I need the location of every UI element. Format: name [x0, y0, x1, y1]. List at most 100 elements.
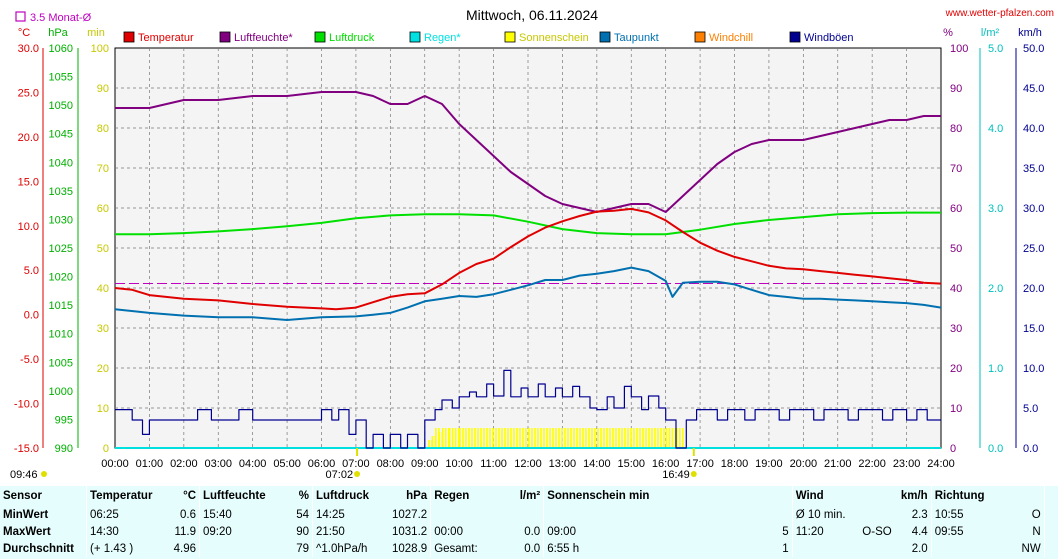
x-tick-label: 24:00	[927, 458, 955, 470]
sunshine-bar	[630, 428, 632, 448]
pressure-tick-label: 1025	[49, 243, 73, 255]
sunshine-bar	[486, 428, 488, 448]
sunshine-bar	[663, 428, 665, 448]
sunshine-tick-label: 50	[97, 243, 109, 255]
humidity-series-line	[115, 91, 941, 213]
rain-tick-label: 5.0	[988, 43, 1003, 55]
sunshine-bar	[495, 428, 497, 448]
sunshine-bar	[633, 428, 635, 448]
rain-tick-label: 0.0	[988, 443, 1003, 455]
temperature-tick-label: 10.0	[18, 221, 39, 233]
sunshine-bar	[448, 428, 451, 448]
unit-pressure: hPa	[48, 27, 68, 39]
legend-swatch	[599, 31, 611, 43]
hdr-rain: Regen	[430, 486, 508, 506]
x-tick-label: 19:00	[755, 458, 783, 470]
weather-chart: 30.0 25.0 20.0 15.0 10.0 5.0 0.0 -5.0 -10.0 -15.0…	[10, 7, 1054, 481]
sunshine-bar	[474, 428, 476, 448]
pressure-tick-label: 990	[55, 443, 73, 455]
cell-hum-val: 90	[296, 525, 309, 538]
humidity-tick-label: 70	[950, 163, 962, 175]
legend-item-label: Windchill	[709, 32, 753, 44]
sunshine-bar	[480, 428, 482, 448]
temperature-tick-label: 25.0	[18, 87, 39, 99]
sunshine-bar	[435, 428, 437, 448]
cell-temp-time: (+ 1.43 )	[86, 540, 163, 557]
cell-tail	[1043, 506, 1058, 523]
wind-tick-label: 0.0	[1023, 443, 1038, 455]
sunshine-bar	[546, 428, 548, 448]
cell-pres-time: 14:25	[312, 506, 389, 523]
cell-dir-time: 10:55	[930, 506, 998, 523]
pressure-tick-label: 1030	[49, 214, 73, 226]
wind-gust-series-line	[115, 369, 941, 449]
pressure-tick-label: 1050	[49, 100, 73, 112]
sunshine-bar	[624, 428, 626, 448]
cell-wind-extra	[859, 506, 895, 523]
sunshine-bar	[528, 428, 530, 448]
sunshine-bar	[654, 428, 656, 448]
humidity-tick-label: 20	[950, 363, 962, 375]
cell-temp-time: 06:25	[86, 506, 163, 523]
sunshine-bar	[594, 428, 596, 448]
wind-tick-label: 25.0	[1023, 243, 1044, 255]
sunshine-bar	[489, 428, 491, 448]
avg-indicator-box	[15, 11, 26, 22]
sunshine-bar	[627, 428, 629, 448]
hdr-pres-unit: hPa	[406, 490, 428, 502]
sunshine-bar	[444, 428, 447, 448]
cell-pres-time: 21:50	[312, 523, 389, 540]
cell-pres-val: 1028.9	[392, 542, 428, 555]
sunshine-bar	[621, 428, 623, 448]
sunshine-tick-label: 0	[103, 443, 109, 455]
cell-rain-val	[507, 506, 544, 523]
cell-pres-time: ^1.0hPa/h	[312, 540, 389, 557]
sunshine-bar	[431, 436, 434, 448]
pressure-series-line	[115, 211, 941, 236]
humidity-tick-label: 30	[950, 323, 962, 335]
temperature-tick-label: 5.0	[24, 265, 39, 277]
sunshine-bar	[540, 428, 542, 448]
pressure-tick-label: 1040	[49, 157, 73, 169]
hdr-sensor: Sensor	[3, 490, 42, 502]
cell-sun-time: 09:00	[543, 523, 730, 540]
sunshine-bar	[668, 428, 671, 448]
sunshine-bar	[636, 428, 638, 448]
temperature-tick-label: -5.0	[20, 354, 39, 366]
sunshine-bar	[477, 428, 479, 448]
sunshine-bar	[618, 428, 620, 448]
sunshine-bar	[681, 428, 684, 448]
sunset-marker	[692, 448, 695, 456]
legend-item-label: Windböen	[804, 32, 854, 44]
cell-pres-val: 1027.2	[392, 508, 428, 521]
sunshine-bar	[603, 428, 605, 448]
x-tick-label: 00:00	[101, 458, 129, 470]
x-tick-label: 02:00	[170, 458, 198, 470]
hdr-sun: Sonnenschein min	[543, 486, 793, 506]
humidity-tick-label: 50	[950, 243, 962, 255]
temperature-tick-label: -10.0	[14, 399, 39, 411]
sunshine-bar	[438, 432, 441, 448]
avg-label: 3.5 Monat-Ø	[30, 12, 92, 24]
cell-dir-val: NW	[1021, 542, 1041, 555]
site-link[interactable]: www.wetter-pfalzen.com	[945, 8, 1054, 19]
sunshine-bar	[552, 428, 554, 448]
sunshine-bar	[573, 428, 575, 448]
x-tick-label: 05:00	[273, 458, 301, 470]
legend-swatch	[314, 31, 326, 43]
sunshine-tick-label: 10	[97, 403, 109, 415]
cell-hum-time	[199, 540, 276, 557]
sunshine-tick-label: 70	[97, 163, 109, 175]
chart-title: Mittwoch, 06.11.2024	[466, 7, 598, 23]
legend-swatch	[409, 31, 421, 43]
sunshine-bar	[504, 428, 506, 448]
sunshine-bar	[462, 428, 464, 448]
cell-sun-val: 5	[782, 525, 789, 538]
sunshine-tick-label: 40	[97, 283, 109, 295]
x-tick-label: 10:00	[445, 458, 473, 470]
temperature-tick-label: 0.0	[24, 310, 39, 322]
wind-tick-label: 30.0	[1023, 203, 1044, 215]
temperature-series-line	[114, 207, 942, 311]
rain-tick-label: 4.0	[988, 123, 1003, 135]
cell-tail	[1043, 540, 1058, 557]
